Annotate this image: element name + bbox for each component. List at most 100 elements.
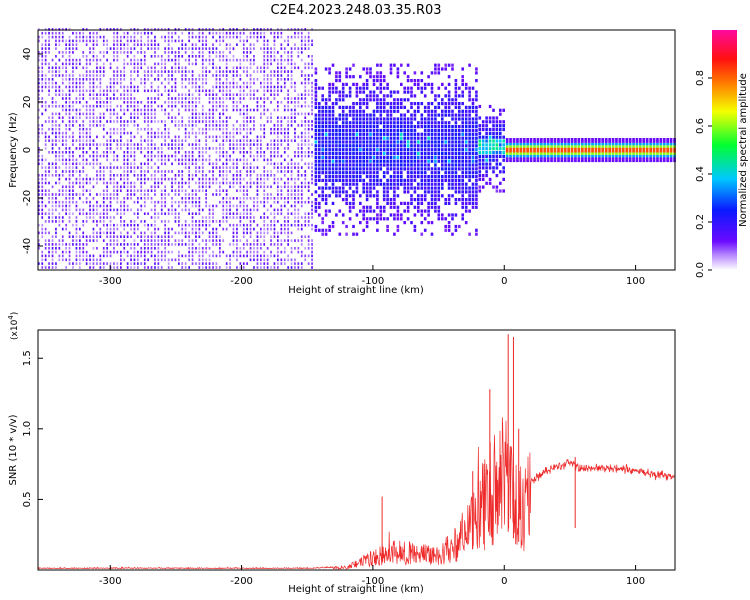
- spectrogram-cell: [338, 71, 342, 75]
- spectrogram-cell: [174, 85, 177, 89]
- spectrogram-cell: [44, 170, 47, 173]
- spectrogram-cell: [123, 158, 126, 162]
- spectrogram-cell: [79, 170, 81, 173]
- spectrogram-cell: [178, 143, 180, 146]
- spectrogram-cell: [41, 112, 44, 116]
- spectrogram-cell: [294, 223, 296, 227]
- spectrogram-cell: [369, 113, 372, 117]
- spectrogram-cell: [311, 254, 313, 258]
- spectrogram-cell: [222, 250, 225, 254]
- spectrogram-cell: [58, 58, 61, 62]
- spectrogram-cell: [65, 200, 67, 204]
- spectrogram-cell: [55, 112, 57, 116]
- spectrogram-cell: [451, 117, 454, 121]
- spectrogram-cell: [89, 147, 91, 150]
- spectrogram-cell: [212, 231, 214, 235]
- spectrogram-cell: [406, 75, 410, 79]
- spectrogram-cell: [133, 108, 136, 112]
- spectrogram-cell: [406, 151, 410, 156]
- spectrogram-cell: [48, 66, 50, 70]
- spectrogram-cell: [123, 58, 126, 62]
- spectrogram-cell: [79, 174, 81, 177]
- spectrogram-cell: [85, 181, 88, 185]
- spectrogram-cell: [48, 89, 50, 93]
- spectrogram-cell: [106, 43, 108, 46]
- spectrogram-cell: [68, 124, 71, 127]
- spectrogram-cell: [253, 116, 255, 119]
- spectrogram-cell: [355, 128, 359, 133]
- spectrogram-cell: [188, 55, 190, 58]
- spectrogram-cell: [386, 201, 389, 205]
- spectrogram-cell: [362, 148, 365, 152]
- spectrogram-cell: [403, 121, 406, 125]
- spectrogram-cell: [304, 135, 307, 139]
- spectrogram-cell: [167, 208, 170, 212]
- spectrogram-cell: [150, 231, 153, 235]
- spectrogram-cell: [256, 266, 259, 269]
- spectrogram-cell: [116, 97, 119, 100]
- spectrogram-cell: [82, 243, 85, 246]
- spectrogram-cell: [205, 120, 207, 123]
- spectrogram-cell: [335, 79, 338, 83]
- spectrogram-cell: [355, 109, 359, 113]
- spectrogram-cell: [89, 108, 91, 112]
- spectrogram-cell: [249, 74, 252, 77]
- spectrogram-cell: [222, 216, 225, 219]
- spectrogram-cell: [38, 223, 40, 227]
- spectrogram-cell: [123, 162, 126, 166]
- spectrogram-cell: [41, 262, 44, 265]
- spectrogram-cell: [137, 143, 139, 146]
- spectrogram-cell: [55, 62, 57, 66]
- spectrogram-cell: [382, 140, 386, 144]
- spectrogram-cell: [79, 235, 81, 238]
- spectrogram-cell: [198, 177, 201, 181]
- spectrogram-cell: [280, 227, 283, 231]
- spectrogram-cell: [461, 75, 464, 79]
- spectrogram-cell: [58, 154, 61, 158]
- spectrogram-cell: [160, 93, 163, 96]
- spectrogram-cell: [38, 124, 40, 127]
- spectrogram-cell: [471, 194, 475, 198]
- spectrogram-cell: [253, 266, 255, 269]
- spectrogram-cell: [51, 74, 54, 77]
- spectrogram-cell: [178, 101, 180, 104]
- spectrogram-cell: [181, 231, 184, 235]
- spectrogram-cell: [437, 102, 441, 106]
- spectrogram-cell: [406, 175, 410, 179]
- spectrogram-cell: [167, 127, 170, 131]
- spectrogram-cell: [273, 108, 276, 112]
- spectrogram-cell: [369, 217, 372, 221]
- spectrogram-cell: [270, 147, 272, 150]
- spectrogram-cell: [304, 93, 307, 96]
- spectrogram-cell: [51, 247, 54, 250]
- spectrogram-cell: [318, 175, 321, 179]
- spectrogram-cell: [102, 216, 105, 219]
- spectrogram-cell: [184, 93, 187, 96]
- spectrogram-cell: [51, 70, 54, 73]
- spectrogram-cell: [38, 93, 40, 96]
- spectrogram-cell: [205, 78, 207, 81]
- spectrogram-cell: [341, 178, 345, 182]
- spectrogram-cell: [181, 266, 184, 269]
- spectrogram-cell: [222, 177, 225, 181]
- spectrogram-cell: [191, 212, 194, 215]
- spectrogram-cell: [311, 66, 313, 70]
- spectrogram-cell: [225, 55, 228, 58]
- spectrogram-cell: [225, 120, 228, 123]
- spectrogram-cell: [260, 254, 262, 258]
- spectrogram-cell: [458, 140, 461, 144]
- spectrogram-cell: [143, 154, 146, 158]
- spectrogram-cell: [201, 220, 204, 223]
- spectrogram-cell: [331, 140, 335, 144]
- spectrogram-cell: [372, 167, 376, 171]
- spectrogram-cell: [92, 162, 95, 166]
- spectrogram-cell: [464, 201, 468, 205]
- spectrogram-cell: [249, 47, 252, 50]
- spectrogram-cell: [328, 94, 331, 98]
- spectrogram-cell: [307, 78, 310, 81]
- spectrogram-cell: [212, 166, 214, 169]
- spectrogram-cell: [311, 89, 313, 93]
- spectrogram-cell: [239, 31, 242, 35]
- spectrogram-cell: [58, 243, 61, 246]
- spectrogram-cell: [143, 89, 146, 93]
